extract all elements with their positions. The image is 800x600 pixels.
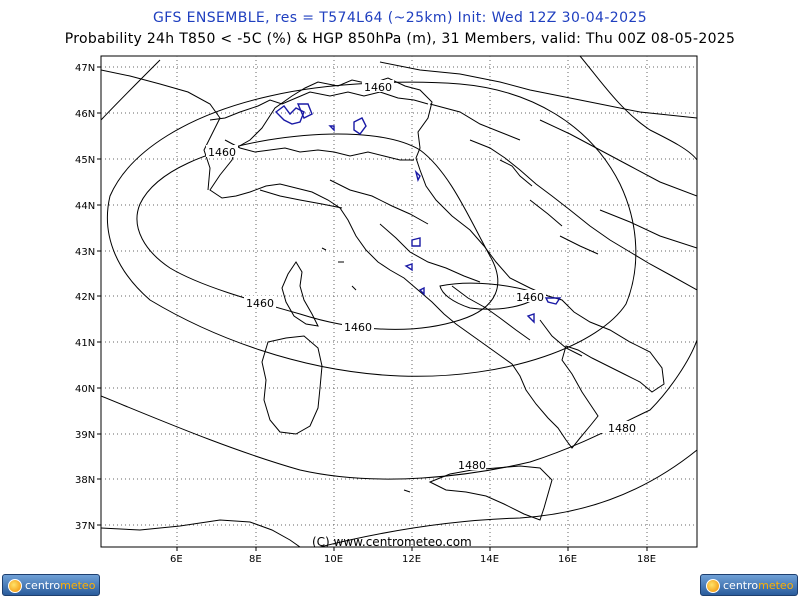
lat-label: 41N <box>75 338 95 349</box>
lon-label: 18E <box>637 554 656 565</box>
contour-ne <box>579 56 697 161</box>
contour-label: 1460 <box>246 297 274 310</box>
prob-area-apennine-2 <box>411 237 421 247</box>
contour-1460-small <box>439 282 541 310</box>
lon-label: 10E <box>324 554 343 565</box>
lon-label: 8E <box>249 554 262 565</box>
regions-border-3 <box>451 285 531 341</box>
height-contours <box>101 56 697 547</box>
logo-text-accent: meteo <box>60 579 96 592</box>
centrometeo-logo[interactable]: centrometeo <box>2 574 100 596</box>
coastlines <box>101 61 697 547</box>
lat-label: 37N <box>75 521 95 532</box>
balkan-border <box>539 119 697 197</box>
sardinia-coast <box>261 335 323 435</box>
lat-label: 47N <box>75 63 95 74</box>
regions-border <box>329 179 429 225</box>
prob-area-alps <box>274 105 305 125</box>
prob-area-dolomites <box>353 117 367 135</box>
po-valley-border <box>259 189 343 209</box>
contour-label: 1480 <box>608 422 636 435</box>
latitude-labels: 47N 46N 45N 44N 43N 42N 41N 40N 39N 38N … <box>75 63 95 532</box>
prob-area-alps-2 <box>296 103 313 119</box>
balkan-border-2 <box>599 209 697 249</box>
lat-label: 39N <box>75 430 95 441</box>
sun-icon <box>8 579 22 593</box>
logo-text: centro <box>723 579 759 592</box>
lat-label: 43N <box>75 247 95 258</box>
contour-1480 <box>101 339 697 480</box>
probability-areas <box>274 103 562 324</box>
lon-label: 14E <box>480 554 499 565</box>
corsica-coast <box>281 261 319 327</box>
lat-label: 44N <box>75 201 95 212</box>
logo-text: centro <box>25 579 61 592</box>
alps-border <box>209 91 429 121</box>
italy-coastline <box>209 77 665 449</box>
regions-border-2 <box>379 223 481 283</box>
lat-label: 45N <box>75 155 95 166</box>
balkan-coast <box>469 139 697 291</box>
logo-text-accent: meteo <box>758 579 794 592</box>
copyright-text: (C) www.centrometeo.com <box>312 535 472 549</box>
plot-frame <box>100 55 698 548</box>
contour-1460-inner <box>136 133 499 330</box>
prob-area-dot <box>328 125 335 132</box>
longitude-labels: 6E 8E 10E 12E 14E 16E 18E <box>170 554 656 565</box>
contour-1460-outer <box>106 81 637 377</box>
chart-subtitle: Probability 24h T850 < -5C (%) & HGP 850… <box>64 31 736 47</box>
france-border <box>101 69 221 191</box>
prob-area-apennine <box>414 169 421 183</box>
centrometeo-logo[interactable]: centrometeo <box>700 574 798 596</box>
chart-title: GFS ENSEMBLE, res = T574L64 (~25km) Init… <box>153 10 647 26</box>
sun-icon <box>706 579 720 593</box>
contour-label: 1460 <box>344 321 372 334</box>
alps-border-2 <box>224 139 414 161</box>
lon-label: 6E <box>170 554 183 565</box>
contour-label: 1480 <box>458 459 486 472</box>
lat-ticks <box>97 66 648 551</box>
austria-border <box>379 61 697 119</box>
lat-label: 42N <box>75 292 95 303</box>
contour-label: 1460 <box>364 81 392 94</box>
contour-label: 1460 <box>208 146 236 159</box>
slovenia-border <box>429 103 521 141</box>
contour-label: 1460 <box>516 291 544 304</box>
lat-label: 38N <box>75 475 95 486</box>
lon-label: 12E <box>402 554 421 565</box>
lat-label: 40N <box>75 384 95 395</box>
prob-area-apennine-3 <box>404 263 425 296</box>
tunisia-coast <box>101 519 301 547</box>
contour-labels: 1460 1460 1460 1460 1460 1480 1480 <box>206 80 636 472</box>
regions-border-4 <box>539 319 583 357</box>
contour-1480-low <box>319 449 697 547</box>
contour-nw <box>101 59 161 121</box>
croatia-islands <box>499 159 599 255</box>
prob-area-south <box>526 297 562 324</box>
lon-label: 16E <box>558 554 577 565</box>
graticule <box>101 56 697 547</box>
lat-label: 46N <box>75 109 95 120</box>
small-islands <box>321 247 411 493</box>
